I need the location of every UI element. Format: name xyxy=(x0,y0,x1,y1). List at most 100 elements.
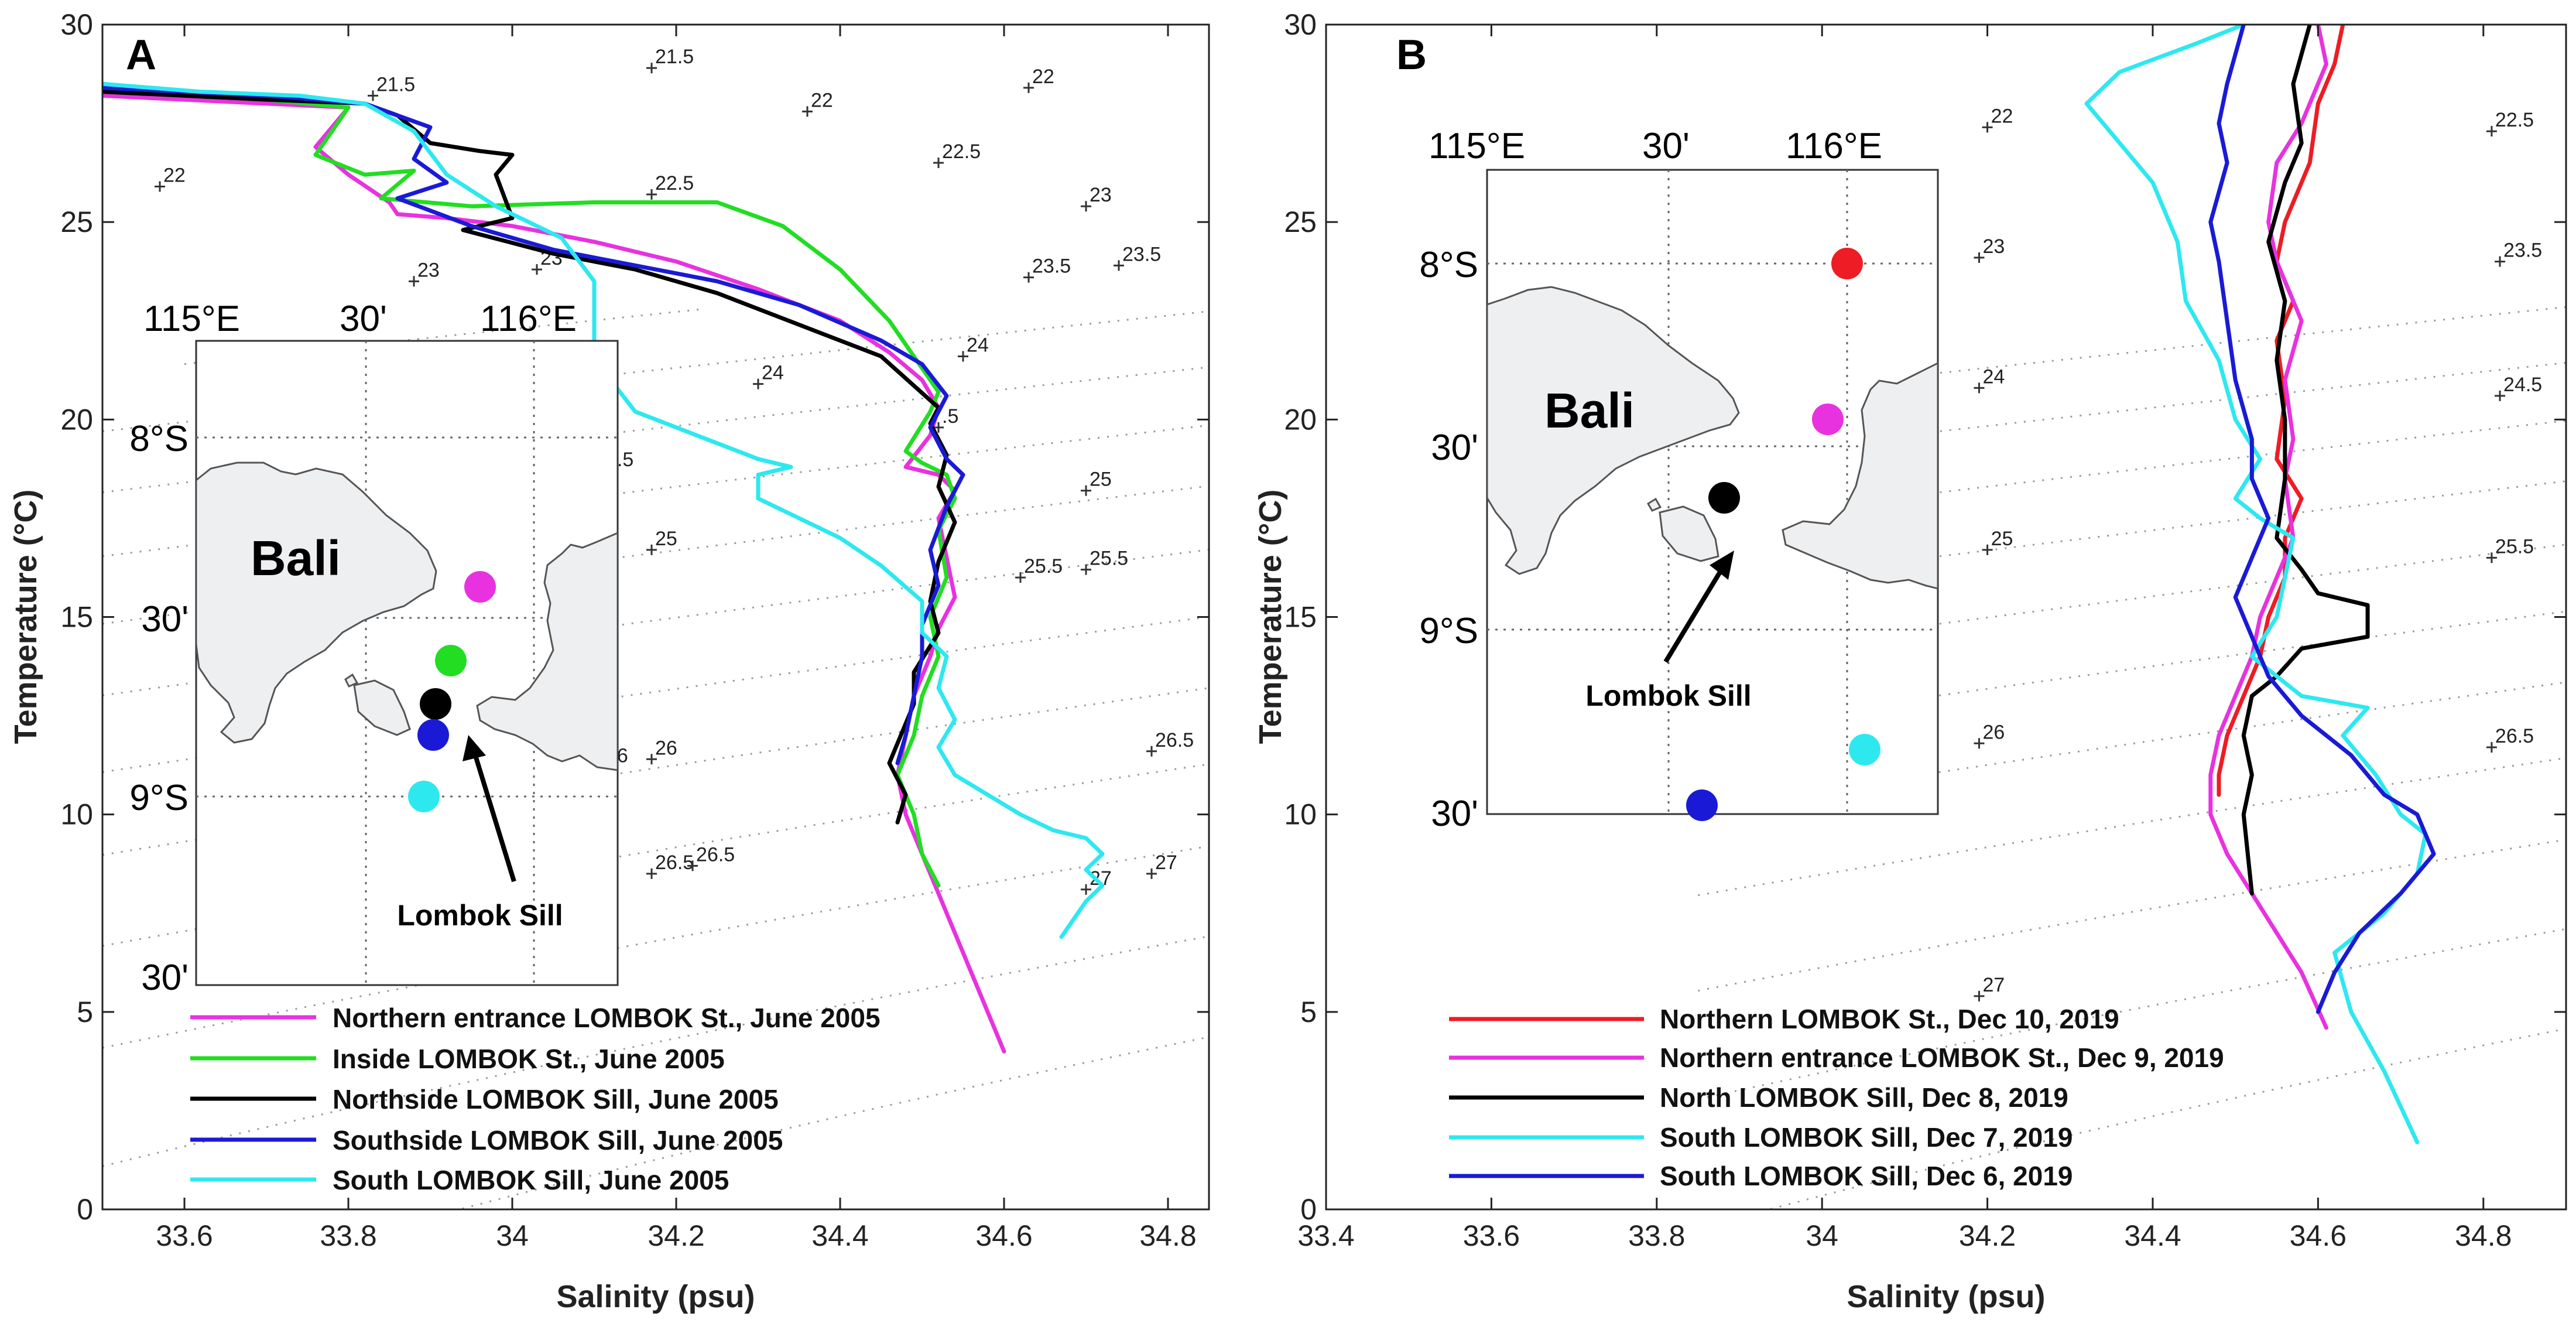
station-blue-a xyxy=(417,719,449,751)
xtick-label-a-1: 33.8 xyxy=(320,1219,376,1252)
ytick-label-a-6: 30 xyxy=(60,8,93,41)
panel-b-letter: B xyxy=(1396,32,1427,78)
isopycnal-label-a-12: 24 xyxy=(762,362,784,384)
isopycnal-label-a-23: 26.5 xyxy=(696,843,735,866)
xtick-label-b-4: 34.2 xyxy=(1959,1219,2016,1252)
xtick-label-a-3: 34.2 xyxy=(648,1219,704,1252)
xtick-label-b-1: 33.6 xyxy=(1463,1219,1520,1252)
legend-b-label-3: South LOMBOK Sill, Dec 7, 2019 xyxy=(1660,1122,2073,1153)
inset-a-lat-930: 30' xyxy=(141,958,189,998)
inset-b-lat-9s: 9°S xyxy=(1419,611,1478,651)
lombok-island-b xyxy=(1782,362,1938,590)
islet-b xyxy=(1646,497,1662,512)
isopycnal-label-b-1: 22.5 xyxy=(2495,109,2534,131)
isopycnal-label-a-5: 22.5 xyxy=(655,172,694,194)
isopycnal-b-6 xyxy=(1698,681,2566,810)
inset-b-bali-label: Bali xyxy=(1544,383,1635,438)
isopycnal-label-a-6: 22.5 xyxy=(942,141,981,163)
station-blue-b xyxy=(1686,789,1718,821)
isopycnal-label-a-1: 21.5 xyxy=(655,46,694,68)
inset-a-lon-30: 30' xyxy=(340,299,387,339)
ytick-label-b-5: 25 xyxy=(1284,206,1317,238)
station-magenta-a xyxy=(464,571,496,603)
xtick-label-b-3: 34 xyxy=(1806,1219,1838,1252)
inset-b-sill-label: Lombok Sill xyxy=(1585,679,1751,712)
isopycnal-label-a-17: 25 xyxy=(1090,469,1112,491)
islet-a xyxy=(344,673,359,688)
xtick-label-b-2: 33.8 xyxy=(1628,1219,1685,1252)
isopycnal-label-b-7: 25.5 xyxy=(2495,535,2534,558)
ytick-label-b-6: 30 xyxy=(1284,8,1317,41)
ytick-label-b-0: 0 xyxy=(1300,1193,1317,1226)
isopycnal-label-a-0: 21.5 xyxy=(376,73,415,95)
isopycnal-a-3 xyxy=(102,424,1209,558)
station-cyan-a xyxy=(408,781,440,812)
series-line-a-0 xyxy=(102,93,1006,1054)
xtick-label-a-0: 33.6 xyxy=(156,1219,213,1252)
panel-b-series xyxy=(2084,25,2436,1144)
isopycnal-label-a-19: 25.5 xyxy=(1090,548,1128,570)
series-line-a-3 xyxy=(102,86,965,765)
lombok-island-a xyxy=(476,532,618,771)
legend-b-label-2: North LOMBOK Sill, Dec 8, 2019 xyxy=(1660,1082,2068,1113)
xtick-label-a-4: 34.4 xyxy=(811,1219,868,1252)
xtick-label-b-7: 34.8 xyxy=(2455,1219,2512,1252)
isopycnal-label-a-9: 23 xyxy=(1090,184,1112,206)
series-line-b-4 xyxy=(2208,25,2436,1014)
xtick-label-a-6: 34.8 xyxy=(1139,1219,1196,1252)
isopycnal-label-a-13: 24 xyxy=(967,334,989,356)
legend-a-label-4: South LOMBOK Sill, June 2005 xyxy=(333,1165,729,1195)
inset-a-lat-830: 30' xyxy=(141,599,189,640)
ytick-label-b-2: 10 xyxy=(1284,798,1317,831)
ytick-label-a-0: 0 xyxy=(77,1193,93,1226)
ytick-label-a-4: 20 xyxy=(60,403,93,436)
inset-b-lon-116: 116°E xyxy=(1786,126,1882,166)
isopycnal-label-a-3: 22 xyxy=(811,89,833,111)
station-black-b xyxy=(1708,482,1740,514)
inset-a-lat-9s: 9°S xyxy=(129,778,189,818)
station-magenta-b xyxy=(1812,404,1844,435)
ytick-label-a-1: 5 xyxy=(77,996,93,1028)
series-line-a-4 xyxy=(102,81,1105,939)
ytick-label-b-3: 15 xyxy=(1284,601,1317,634)
xtick-label-a-2: 34 xyxy=(496,1219,529,1252)
isopycnal-label-a-26: 27 xyxy=(1155,852,1177,874)
series-line-b-1 xyxy=(2208,25,2328,1030)
bali-island-b xyxy=(1487,286,1740,575)
nusa-penida-a xyxy=(353,679,411,736)
panel-b-legend: Northern LOMBOK St., Dec 10, 2019 Northe… xyxy=(1449,1004,2224,1191)
panel-a: 21.521.522222222.522.523232323.523.52424… xyxy=(8,8,1210,1314)
panel-a-letter: A xyxy=(126,32,156,78)
isopycnal-label-a-7: 23 xyxy=(417,259,440,281)
isopycnal-a-9 xyxy=(102,845,1209,1049)
station-green-a xyxy=(435,645,467,676)
isopycnal-label-b-4: 24 xyxy=(1982,365,2005,388)
isopycnal-label-a-21: 26 xyxy=(655,737,677,759)
isopycnal-label-a-22: 26.5 xyxy=(655,852,694,874)
legend-b-label-0: Northern LOMBOK St., Dec 10, 2019 xyxy=(1660,1004,2119,1034)
inset-a-lon-115: 115°E xyxy=(143,299,240,339)
isopycnal-label-b-3: 23.5 xyxy=(2503,240,2542,262)
isopycnal-label-a-10: 23.5 xyxy=(1032,255,1071,278)
series-line-b-0 xyxy=(2217,25,2345,797)
isopycnal-label-b-0: 22 xyxy=(1991,105,2013,127)
isopycnal-label-a-18: 25.5 xyxy=(1024,555,1063,577)
xtick-label-a-5: 34.6 xyxy=(975,1219,1032,1252)
isopycnal-a-2 xyxy=(102,366,1209,494)
inset-a-arrow-head xyxy=(463,735,486,761)
ytick-label-a-5: 25 xyxy=(60,206,93,238)
isopycnal-label-a-4: 22 xyxy=(1032,66,1054,88)
isopycnal-b-8 xyxy=(1698,839,2566,992)
panel-a-xlabel: Salinity (psu) xyxy=(556,1279,755,1314)
panel-a-inset-map: 115°E 30' 116°E 8°S 30' 9°S 30' Bali Lom… xyxy=(129,299,619,998)
isopycnal-label-b-2: 23 xyxy=(1982,235,2005,258)
panel-b-inset-map: 115°E 30' 116°E 8°S 30' 9°S 30' Bali Lom… xyxy=(1419,126,1939,834)
isopycnal-label-a-24: 26.5 xyxy=(1155,729,1194,751)
isopycnal-label-a-15: .5 xyxy=(942,405,958,428)
legend-a-label-1: Inside LOMBOK St., June 2005 xyxy=(333,1044,725,1074)
inset-b-lat-8s: 8°S xyxy=(1419,245,1478,285)
panel-a-series xyxy=(102,81,1105,1054)
nusa-penida-b xyxy=(1659,505,1719,562)
legend-a-label-2: Northside LOMBOK Sill, June 2005 xyxy=(333,1084,779,1115)
